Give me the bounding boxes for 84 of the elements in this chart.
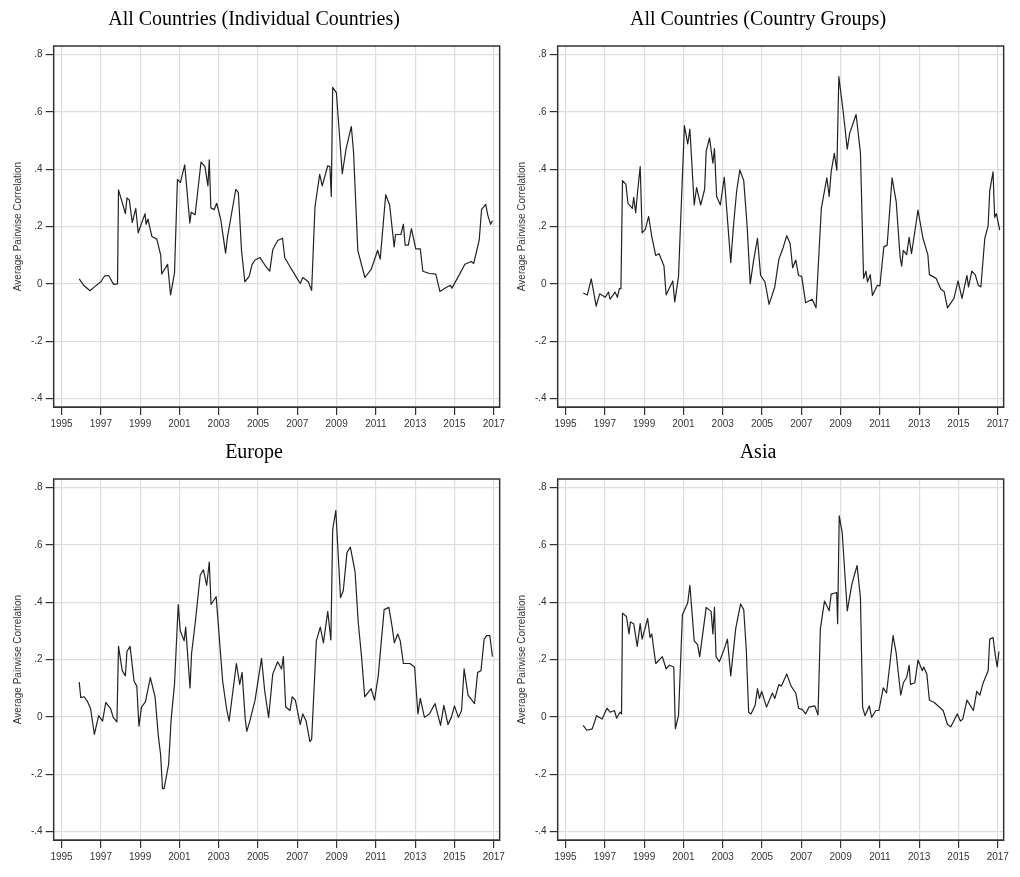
x-tick-label: 2013	[908, 417, 931, 429]
y-tick-label: .2	[538, 653, 548, 665]
x-tick-label: 2003	[711, 417, 735, 429]
y-tick-label: .4	[34, 162, 44, 174]
chart-title: Europe	[225, 440, 283, 464]
x-tick-label: 2007	[790, 417, 813, 429]
x-tick-label: 2001	[672, 850, 695, 862]
x-tick-label: 1999	[632, 850, 656, 862]
y-tick-label: .2	[34, 653, 44, 665]
x-tick-label: 2009	[325, 850, 349, 862]
x-tick-label: 2007	[286, 850, 309, 862]
y-tick-label: .4	[538, 162, 548, 174]
x-tick-label: 2013	[404, 850, 427, 862]
x-tick-label: 2015	[947, 850, 971, 862]
y-tick-label: 0	[541, 710, 548, 722]
y-tick-label: .4	[538, 595, 548, 607]
x-tick-label: 2013	[404, 417, 427, 429]
x-tick-label: 2017	[482, 850, 506, 862]
x-tick-label: 2011	[869, 417, 892, 429]
x-tick-label: 2005	[246, 417, 270, 429]
x-tick-label: 2001	[672, 417, 695, 429]
y-tick-label: -.2	[31, 767, 44, 779]
x-tick-label: 1997	[593, 417, 617, 429]
y-tick-label: -.4	[31, 392, 44, 404]
x-tick-label: 2003	[207, 850, 231, 862]
x-tick-label: 2015	[443, 417, 467, 429]
x-tick-label: 1995	[50, 417, 74, 429]
x-tick-label: 1997	[89, 850, 113, 862]
y-tick-label: -.2	[31, 334, 44, 346]
x-tick-label: 1997	[593, 850, 617, 862]
x-tick-label: 2009	[829, 417, 853, 429]
y-tick-label: .2	[538, 220, 548, 232]
x-tick-label: 2017	[482, 417, 506, 429]
y-tick-label: .8	[538, 48, 548, 60]
y-axis-title: Average Pairwise Correlation	[11, 594, 23, 725]
y-tick-label: .8	[34, 48, 44, 60]
y-tick-label: -.2	[535, 334, 548, 346]
y-tick-label: .8	[34, 481, 44, 493]
x-tick-label: 2007	[790, 850, 813, 862]
x-tick-label: 2001	[168, 850, 191, 862]
x-tick-label: 1997	[89, 417, 113, 429]
chart-title: Asia	[739, 440, 777, 463]
x-tick-label: 2009	[325, 417, 349, 429]
y-axis-title: Average Pairwise Correlation	[515, 594, 527, 725]
y-tick-label: .6	[538, 538, 548, 550]
chart-title: All Countries (Individual Countries)	[108, 7, 400, 31]
x-tick-label: 1999	[128, 417, 152, 429]
x-tick-label: 2007	[286, 417, 309, 429]
y-tick-label: -.4	[535, 392, 548, 404]
x-tick-label: 2017	[986, 850, 1010, 862]
y-tick-label: 0	[37, 277, 44, 289]
y-tick-label: 0	[37, 710, 44, 722]
x-tick-label: 2005	[750, 417, 774, 429]
x-tick-label: 2017	[986, 417, 1010, 429]
y-tick-label: .6	[34, 105, 44, 117]
y-tick-label: .8	[538, 481, 548, 493]
y-tick-label: -.4	[31, 825, 44, 837]
y-tick-label: 0	[541, 277, 548, 289]
chart-title: All Countries (Country Groups)	[629, 7, 887, 31]
x-tick-label: 1999	[632, 417, 656, 429]
x-tick-label: 2003	[207, 417, 231, 429]
y-axis-title: Average Pairwise Correlation	[11, 161, 23, 292]
y-tick-label: .4	[34, 595, 44, 607]
x-tick-label: 2001	[168, 417, 191, 429]
x-tick-label: 2011	[365, 850, 388, 862]
x-tick-label: 1999	[128, 850, 152, 862]
y-tick-label: .2	[34, 220, 44, 232]
x-tick-label: 2015	[947, 417, 971, 429]
x-tick-label: 1995	[554, 417, 578, 429]
x-tick-label: 2009	[829, 850, 853, 862]
y-axis-title: Average Pairwise Correlation	[515, 161, 527, 292]
y-tick-label: -.2	[535, 767, 548, 779]
x-tick-label: 1995	[554, 850, 578, 862]
x-tick-label: 2013	[908, 850, 931, 862]
y-tick-label: .6	[34, 538, 44, 550]
y-tick-label: -.4	[535, 825, 548, 837]
x-tick-label: 2011	[869, 850, 892, 862]
x-tick-label: 2005	[246, 850, 270, 862]
y-tick-label: .6	[538, 105, 548, 117]
x-tick-label: 2005	[750, 850, 774, 862]
x-tick-label: 1995	[50, 850, 74, 862]
x-tick-label: 2003	[711, 850, 735, 862]
x-tick-label: 2015	[443, 850, 467, 862]
x-tick-label: 2011	[365, 417, 388, 429]
